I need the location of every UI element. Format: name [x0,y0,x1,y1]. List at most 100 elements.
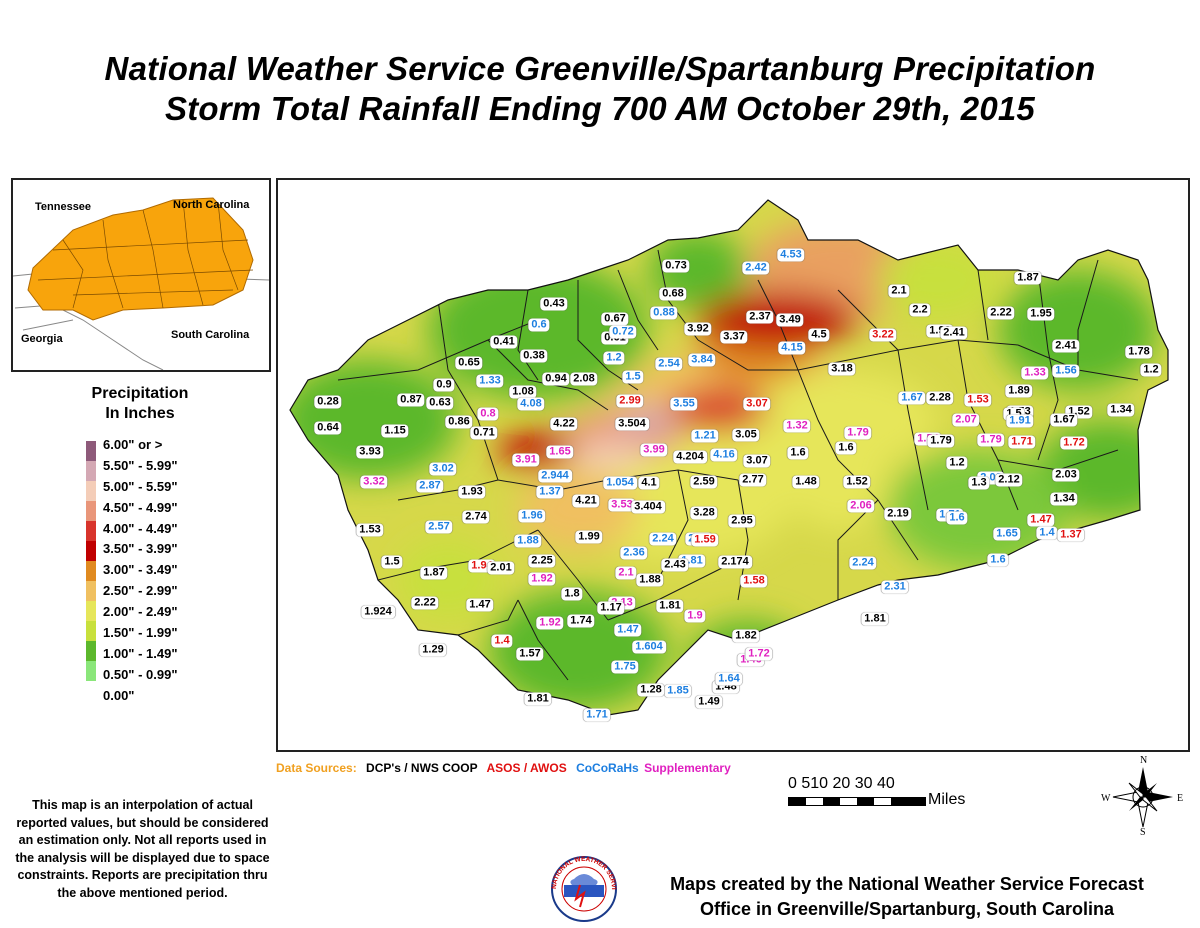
station-value-label: 1.93 [458,485,486,499]
station-value-label: 3.53 [608,498,636,512]
legend-label: 4.50" - 4.99" [103,499,178,515]
station-value-label: 1.71 [583,708,611,722]
station-value-label: 1.79 [844,426,872,440]
station-value-label: 1.33 [1021,366,1049,380]
station-value-label: 0.6 [528,318,550,332]
data-sources-legend: Data Sources: DCP's / NWS COOP ASOS / AW… [276,761,737,775]
legend-label: 6.00" or > [103,437,163,452]
station-value-label: 1.5 [622,370,644,384]
station-value-label: 2.54 [655,357,683,371]
station-value-label: 4.1 [638,476,660,490]
svg-text:N: N [1140,755,1147,766]
station-value-label: 1.3 [968,476,990,490]
station-value-label: 2.24 [849,556,877,570]
station-value-label: 1.92 [528,572,556,586]
station-value-label: 1.67 [898,391,926,405]
legend-title-line2: In Inches [105,405,175,422]
station-value-label: 1.48 [792,475,820,489]
station-value-label: 1.33 [476,374,504,388]
station-value-label: 2.03 [1052,468,1080,482]
credit-line2: Office in Greenville/Spartanburg, South … [699,899,1115,919]
station-value-label: 2.22 [987,306,1015,320]
station-value-label: 1.2 [1140,363,1162,377]
station-value-label: 2.06 [847,499,875,513]
station-value-label: 3.37 [720,330,748,344]
credit-line1: Maps created by the National Weather Ser… [670,874,1144,894]
legend-swatch [86,561,96,582]
legend-label: 5.50" - 5.99" [103,457,178,473]
station-value-label: 2.08 [570,372,598,386]
station-value-label: 4.16 [710,448,738,462]
station-value-label: 1.4 [491,634,513,648]
map-canvas [289,199,1169,716]
station-value-label: 1.67 [1050,413,1078,427]
station-value-label: 0.63 [426,396,454,410]
station-value-label: 4.53 [777,248,805,262]
station-value-label: 3.91 [512,453,540,467]
station-value-label: 3.28 [690,506,718,520]
station-value-label: 1.79 [927,434,955,448]
legend-swatch [86,601,96,622]
station-value-label: 4.15 [778,341,806,355]
station-value-label: 1.21 [691,429,719,443]
station-value-label: 3.32 [360,475,388,489]
station-value-label: 1.91 [1006,414,1034,428]
station-value-label: 2.1 [615,566,637,580]
station-value-label: 0.73 [662,259,690,273]
station-value-label: 3.504 [615,417,649,431]
legend-swatch [86,481,96,502]
inset-label-tennessee: Tennessee [35,201,91,213]
station-value-label: 2.24 [649,532,677,546]
data-sources-label: Data Sources: [276,761,357,775]
inset-label-south-carolina: South Carolina [171,329,250,341]
scale-unit: Miles [928,791,966,808]
station-value-label: 0.64 [314,421,342,435]
station-value-label: 3.55 [670,397,698,411]
station-value-label: 4.08 [517,397,545,411]
station-value-label: 0.43 [540,297,568,311]
station-value-label: 1.88 [514,534,542,548]
disclaimer-text: This map is an interpolation of actual r… [15,798,270,900]
station-value-label: 2.36 [620,546,648,560]
station-value-label: 1.47 [614,623,642,637]
station-value-label: 0.65 [455,356,483,370]
station-value-label: 1.81 [861,612,889,626]
station-value-label: 2.01 [487,561,515,575]
legend-swatch [86,501,96,522]
rainfall-surface [290,200,1168,715]
legend-swatch [86,681,96,701]
source-cocorahs: CoCoRaHs [576,761,639,775]
station-value-label: 2.1 [888,284,910,298]
legend-label: 3.00" - 3.49" [103,562,178,578]
station-value-label: 0.71 [470,426,498,440]
station-value-label: 1.53 [964,393,992,407]
station-value-label: 1.49 [695,695,723,709]
station-value-label: 3.99 [640,443,668,457]
svg-text:S: S [1140,827,1146,835]
station-value-label: 1.6 [787,446,809,460]
station-value-label: 3.49 [776,313,804,327]
legend-label: 2.50" - 2.99" [103,583,178,599]
station-value-label: 1.58 [740,574,768,588]
station-value-label: 0.38 [520,349,548,363]
station-value-label: 1.08 [509,385,537,399]
station-value-label: 1.64 [715,672,743,686]
station-value-label: 3.02 [429,462,457,476]
station-value-label: 1.5 [381,555,403,569]
station-value-label: 1.59 [691,533,719,547]
station-value-label: 1.29 [419,643,447,657]
station-value-label: 2.59 [690,475,718,489]
station-value-label: 1.96 [518,509,546,523]
station-value-label: 3.05 [732,428,760,442]
station-value-label: 2.174 [718,555,752,569]
station-value-label: 2.41 [1052,339,1080,353]
station-value-label: 0.28 [314,395,342,409]
station-value-label: 3.07 [743,454,771,468]
legend-label: 2.00" - 2.49" [103,604,178,620]
station-value-label: 2.57 [425,520,453,534]
legend-swatch [86,581,96,602]
inset-region [27,197,254,321]
legend-label: 0.00" [103,687,135,703]
station-value-label: 0.87 [397,393,425,407]
legend-swatch [86,541,96,562]
